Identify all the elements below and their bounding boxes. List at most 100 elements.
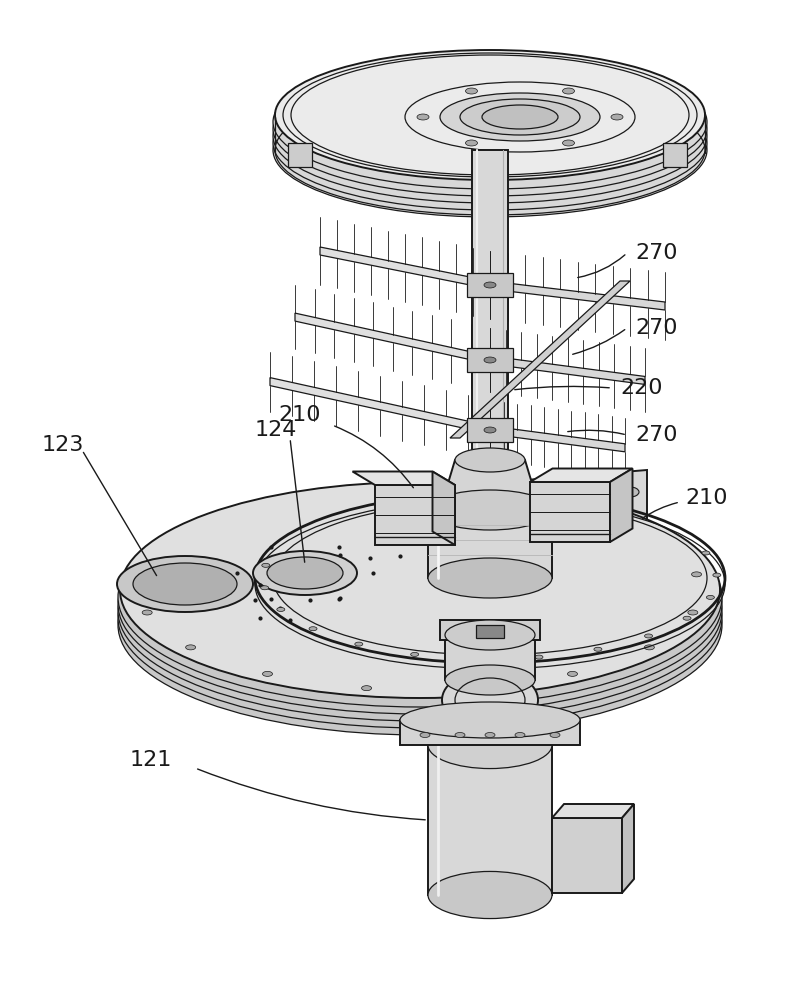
Ellipse shape: [440, 493, 540, 527]
Polygon shape: [353, 472, 455, 485]
Polygon shape: [440, 460, 540, 510]
Ellipse shape: [275, 50, 705, 180]
Ellipse shape: [355, 642, 363, 646]
Ellipse shape: [460, 99, 580, 135]
Ellipse shape: [455, 448, 525, 472]
Ellipse shape: [118, 487, 722, 707]
Ellipse shape: [139, 572, 148, 577]
Ellipse shape: [562, 88, 575, 94]
Polygon shape: [490, 356, 645, 384]
Ellipse shape: [118, 494, 722, 714]
Ellipse shape: [567, 671, 578, 676]
Polygon shape: [530, 482, 610, 542]
Ellipse shape: [273, 69, 707, 203]
Ellipse shape: [273, 76, 707, 210]
Ellipse shape: [468, 686, 479, 691]
Ellipse shape: [309, 627, 317, 631]
Polygon shape: [288, 143, 312, 167]
Ellipse shape: [455, 732, 465, 738]
Text: 121: 121: [130, 750, 173, 770]
Ellipse shape: [445, 665, 535, 695]
Ellipse shape: [706, 595, 714, 599]
Polygon shape: [453, 624, 647, 650]
Ellipse shape: [428, 871, 552, 919]
Polygon shape: [428, 510, 552, 578]
Ellipse shape: [273, 55, 707, 189]
Ellipse shape: [644, 645, 654, 650]
Ellipse shape: [683, 616, 691, 620]
Text: 270: 270: [635, 243, 678, 263]
Ellipse shape: [702, 551, 710, 555]
Ellipse shape: [118, 508, 722, 728]
Ellipse shape: [277, 607, 285, 611]
Ellipse shape: [420, 732, 430, 738]
Ellipse shape: [562, 140, 575, 146]
Ellipse shape: [117, 556, 253, 612]
Ellipse shape: [594, 647, 602, 651]
Text: 124: 124: [255, 420, 297, 440]
Polygon shape: [663, 143, 687, 167]
Ellipse shape: [428, 558, 552, 598]
Ellipse shape: [466, 140, 478, 146]
Polygon shape: [295, 313, 490, 364]
Polygon shape: [490, 426, 625, 452]
Polygon shape: [433, 472, 455, 545]
Polygon shape: [552, 818, 622, 893]
Ellipse shape: [428, 490, 552, 530]
Ellipse shape: [417, 114, 429, 120]
Ellipse shape: [621, 487, 639, 497]
Polygon shape: [530, 468, 633, 482]
Polygon shape: [490, 281, 665, 310]
Ellipse shape: [118, 501, 722, 721]
Ellipse shape: [485, 732, 495, 738]
Ellipse shape: [611, 114, 623, 120]
Ellipse shape: [472, 657, 480, 661]
Polygon shape: [400, 720, 580, 745]
Polygon shape: [467, 348, 513, 372]
Polygon shape: [467, 273, 513, 297]
Polygon shape: [622, 804, 634, 893]
Ellipse shape: [261, 563, 270, 567]
Ellipse shape: [482, 105, 558, 129]
Ellipse shape: [484, 427, 496, 433]
Ellipse shape: [461, 495, 479, 505]
Text: 270: 270: [635, 425, 678, 445]
Text: 123: 123: [42, 435, 85, 455]
Text: 210: 210: [278, 405, 320, 425]
Ellipse shape: [267, 557, 343, 589]
Polygon shape: [476, 625, 504, 638]
Polygon shape: [445, 635, 535, 680]
Ellipse shape: [186, 645, 195, 650]
Polygon shape: [453, 470, 647, 640]
Ellipse shape: [466, 88, 478, 94]
Polygon shape: [472, 150, 508, 460]
Ellipse shape: [713, 573, 721, 577]
Polygon shape: [467, 418, 513, 442]
Polygon shape: [552, 804, 634, 818]
Ellipse shape: [400, 702, 580, 738]
Ellipse shape: [120, 482, 720, 698]
Polygon shape: [320, 247, 490, 289]
Ellipse shape: [273, 62, 707, 196]
Polygon shape: [450, 281, 630, 438]
Ellipse shape: [142, 610, 153, 615]
Ellipse shape: [688, 610, 698, 615]
Ellipse shape: [262, 671, 273, 676]
Ellipse shape: [484, 282, 496, 288]
Polygon shape: [375, 485, 455, 545]
Ellipse shape: [362, 686, 371, 691]
Ellipse shape: [440, 93, 600, 141]
Ellipse shape: [118, 515, 722, 735]
Polygon shape: [440, 620, 540, 640]
Ellipse shape: [461, 605, 479, 615]
Ellipse shape: [692, 572, 701, 577]
Text: 210: 210: [685, 488, 727, 508]
Ellipse shape: [261, 586, 269, 590]
Text: 220: 220: [620, 378, 663, 398]
Polygon shape: [270, 378, 490, 434]
Ellipse shape: [535, 655, 543, 659]
Ellipse shape: [445, 620, 535, 650]
Ellipse shape: [411, 652, 419, 656]
Polygon shape: [428, 745, 552, 895]
Polygon shape: [610, 468, 633, 542]
